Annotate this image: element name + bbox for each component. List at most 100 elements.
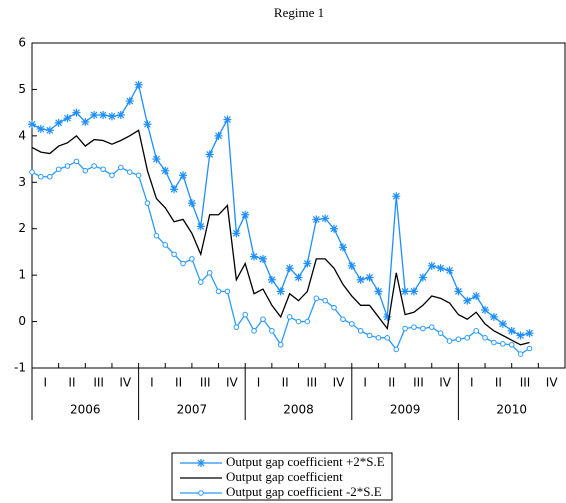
circle-marker <box>508 341 515 348</box>
star-marker <box>161 166 170 175</box>
circle-marker <box>375 335 382 341</box>
x-tick-label: IV <box>439 376 452 390</box>
star-stroke <box>259 255 267 263</box>
circle-marker <box>277 341 284 348</box>
star-stroke <box>437 264 445 272</box>
circle-marker <box>491 339 497 346</box>
star-stroke <box>454 287 462 295</box>
star-marker <box>197 459 205 467</box>
circle-marker <box>171 251 177 258</box>
legend-label: Output gap coefficient <box>226 469 343 484</box>
series-line <box>31 82 530 337</box>
year-label: 2009 <box>390 403 421 417</box>
star-stroke <box>303 260 311 267</box>
star-stroke <box>250 253 258 260</box>
circle-marker <box>313 295 320 302</box>
x-tick-label: IV <box>226 376 239 390</box>
star-marker <box>356 275 365 284</box>
circle-marker <box>91 163 97 169</box>
star-marker <box>463 296 472 305</box>
star-stroke <box>295 274 302 281</box>
circle-marker <box>135 172 142 179</box>
star-stroke <box>277 287 285 295</box>
star-marker <box>241 210 250 219</box>
star-marker <box>507 326 516 335</box>
star-marker <box>116 110 125 119</box>
star-marker <box>303 259 312 268</box>
circle-marker <box>100 166 106 173</box>
year-label: 2010 <box>496 403 527 417</box>
star-stroke <box>481 306 489 314</box>
circle-marker <box>162 242 169 248</box>
circle-marker <box>29 169 35 175</box>
circle-marker <box>402 325 408 332</box>
circle-marker <box>82 167 89 174</box>
x-tick-label: I <box>257 376 261 390</box>
star-marker <box>294 273 303 282</box>
year-label: 2008 <box>283 403 314 417</box>
chart-title: Regime 1 <box>274 5 324 20</box>
y-tick-label: 2 <box>18 221 26 235</box>
circle-marker <box>482 335 488 341</box>
circle-marker <box>64 163 71 169</box>
star-marker <box>321 214 330 223</box>
circle-marker <box>295 318 302 325</box>
circle-marker <box>526 345 533 352</box>
circle-marker <box>473 328 480 334</box>
star-stroke <box>179 171 187 179</box>
star-marker <box>90 110 99 119</box>
star-marker <box>392 192 401 201</box>
circle-marker <box>331 304 337 311</box>
circle-marker <box>224 288 231 295</box>
star-marker <box>28 120 36 129</box>
star-marker <box>516 331 525 340</box>
star-marker <box>276 287 285 296</box>
star-marker <box>99 110 108 119</box>
star-marker <box>418 273 427 282</box>
circle-marker <box>464 335 471 341</box>
star-marker <box>107 112 116 121</box>
star-stroke <box>161 167 169 175</box>
series-line <box>31 129 530 346</box>
star-marker <box>427 261 436 270</box>
x-tick-label: IV <box>333 376 346 390</box>
star-marker <box>72 108 81 117</box>
star-stroke <box>197 222 205 230</box>
x-tick-label: III <box>200 376 211 390</box>
circle-marker <box>384 335 391 341</box>
circle-marker <box>393 346 400 353</box>
star-stroke <box>46 126 54 134</box>
star-marker <box>472 292 481 301</box>
circle-marker <box>322 297 328 304</box>
star-marker <box>489 312 498 321</box>
y-tick-label: 4 <box>18 128 26 142</box>
star-stroke <box>357 276 365 284</box>
star-marker <box>45 126 54 135</box>
circle-marker <box>428 324 435 330</box>
star-stroke <box>126 97 134 105</box>
circle-marker <box>117 164 124 171</box>
star-stroke <box>321 215 329 222</box>
y-tick-label: 1 <box>18 268 26 282</box>
star-marker <box>338 243 347 252</box>
circle-marker <box>198 490 204 496</box>
circle-marker <box>109 172 115 179</box>
x-tick-label: II <box>175 376 182 390</box>
star-marker <box>454 287 463 296</box>
star-stroke <box>339 243 347 251</box>
star-stroke <box>108 112 116 120</box>
x-tick-label: I <box>470 376 474 390</box>
star-marker <box>374 287 383 296</box>
star-marker <box>196 222 205 231</box>
star-stroke <box>117 111 125 119</box>
circle-marker <box>446 338 453 344</box>
year-label: 2007 <box>177 403 208 417</box>
star-stroke <box>312 216 320 223</box>
star-stroke <box>188 199 196 207</box>
star-marker <box>143 120 152 129</box>
circle-marker <box>233 324 240 330</box>
series-line <box>31 160 530 355</box>
star-marker <box>481 305 490 314</box>
star-stroke <box>81 118 89 126</box>
star-marker <box>54 118 63 127</box>
